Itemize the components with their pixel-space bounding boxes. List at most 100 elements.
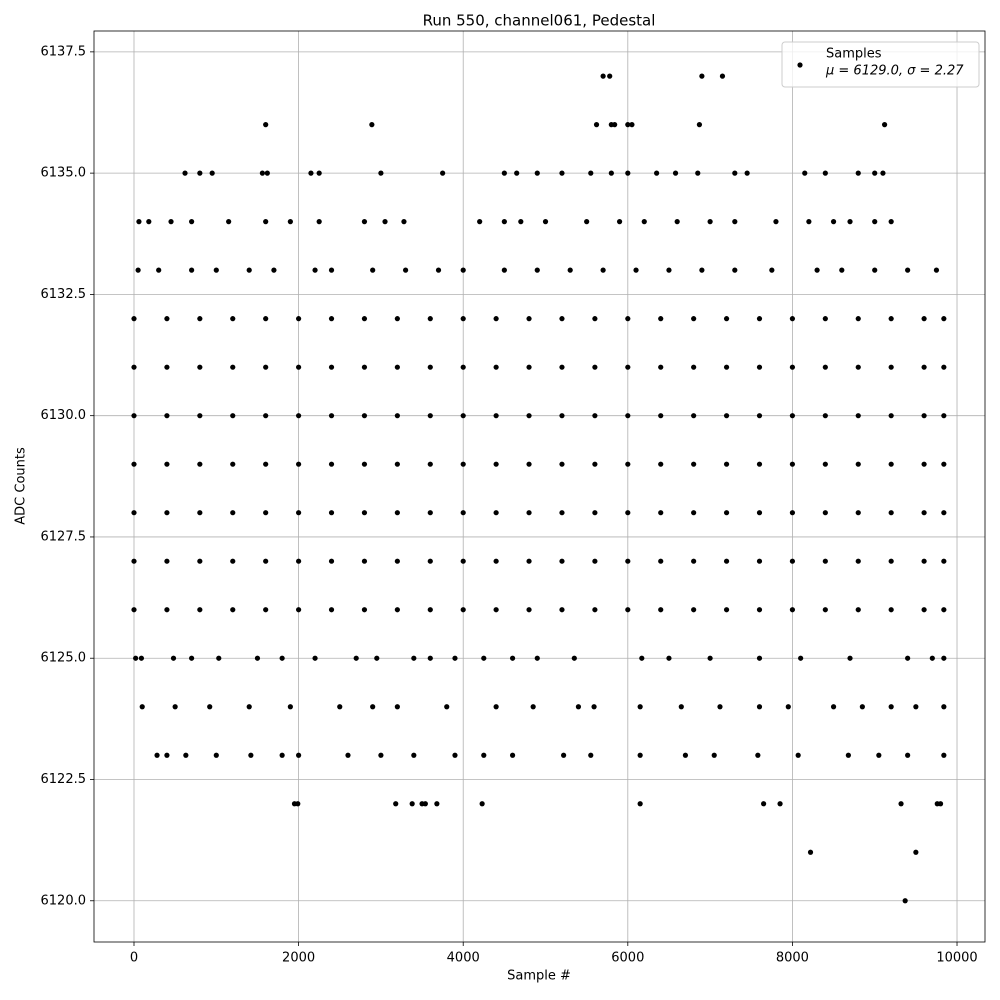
- point: [761, 801, 767, 807]
- point: [625, 558, 631, 564]
- point: [514, 170, 520, 176]
- point: [777, 801, 783, 807]
- point: [308, 170, 314, 176]
- point: [707, 655, 713, 661]
- point: [328, 413, 335, 419]
- point: [216, 655, 222, 661]
- point: [361, 461, 368, 467]
- point: [921, 607, 927, 613]
- point: [394, 704, 400, 710]
- point: [526, 607, 532, 613]
- point: [929, 655, 935, 661]
- point: [872, 267, 878, 273]
- point: [131, 558, 137, 564]
- point: [847, 655, 853, 661]
- point: [855, 607, 861, 613]
- point: [855, 461, 861, 467]
- point: [625, 413, 631, 419]
- point: [361, 316, 368, 322]
- point: [526, 413, 532, 419]
- point: [296, 607, 302, 613]
- point: [658, 607, 664, 613]
- point: [479, 801, 485, 807]
- point: [246, 267, 252, 273]
- point: [616, 219, 623, 225]
- point: [164, 510, 170, 516]
- y-tick-label: 6122.5: [41, 772, 87, 787]
- point: [493, 607, 499, 613]
- point: [136, 219, 142, 225]
- point: [593, 122, 600, 128]
- y-tick-label: 6135.0: [41, 166, 87, 181]
- point: [493, 413, 499, 419]
- point: [328, 607, 335, 613]
- point: [263, 364, 269, 370]
- point: [921, 558, 927, 564]
- point: [707, 219, 713, 225]
- point: [822, 461, 828, 467]
- point: [941, 413, 947, 419]
- point: [588, 752, 594, 758]
- point: [575, 704, 582, 710]
- point: [695, 170, 701, 176]
- point: [691, 364, 697, 370]
- point: [526, 461, 532, 467]
- point: [933, 267, 940, 273]
- point: [881, 122, 888, 128]
- point: [401, 219, 407, 225]
- point: [460, 364, 466, 370]
- point: [263, 219, 269, 225]
- point: [526, 364, 532, 370]
- point: [773, 219, 779, 225]
- point: [902, 898, 908, 904]
- point: [807, 849, 814, 855]
- point: [287, 219, 293, 225]
- point: [717, 704, 723, 710]
- point: [691, 413, 697, 419]
- point: [139, 704, 145, 710]
- point: [393, 801, 399, 807]
- point: [592, 413, 598, 419]
- point: [444, 704, 450, 710]
- point: [328, 267, 335, 273]
- point: [872, 170, 878, 176]
- point: [296, 413, 302, 419]
- point: [723, 510, 730, 516]
- point: [394, 413, 400, 419]
- point: [666, 267, 672, 273]
- point: [845, 752, 851, 758]
- point: [941, 655, 947, 661]
- point: [888, 510, 894, 516]
- point: [422, 801, 428, 807]
- point: [427, 413, 433, 419]
- points: [131, 73, 947, 904]
- point: [164, 558, 170, 564]
- point: [542, 219, 549, 225]
- point: [592, 510, 598, 516]
- point: [263, 558, 269, 564]
- point: [625, 170, 631, 176]
- point: [271, 267, 277, 273]
- point: [189, 267, 195, 273]
- point: [230, 461, 236, 467]
- point: [378, 170, 384, 176]
- point: [629, 122, 635, 128]
- point: [921, 316, 927, 322]
- point: [905, 752, 911, 758]
- point: [493, 364, 499, 370]
- point: [913, 849, 919, 855]
- point: [855, 364, 861, 370]
- point: [254, 655, 261, 661]
- point: [756, 413, 763, 419]
- point: [316, 219, 322, 225]
- point: [230, 413, 236, 419]
- point: [164, 413, 170, 419]
- point: [795, 752, 801, 758]
- point: [427, 510, 433, 516]
- point: [654, 170, 660, 176]
- point: [699, 73, 705, 79]
- point: [370, 267, 376, 273]
- point: [719, 73, 726, 79]
- point: [789, 316, 796, 322]
- point: [156, 267, 162, 273]
